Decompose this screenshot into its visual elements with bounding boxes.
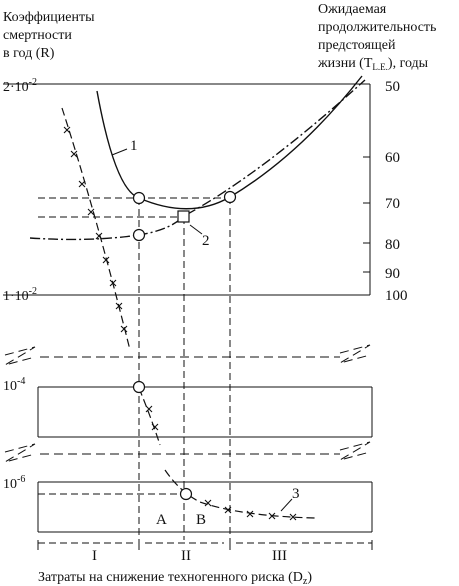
right-axis-title-line-4a: жизни (T (317, 56, 373, 71)
bottom-panel (37, 481, 373, 533)
right-axis-title-line-2: продолжительность (318, 20, 436, 35)
point-label-A: A (156, 512, 167, 528)
curve-3-point-B (179, 487, 193, 501)
curve-3-line-upper (61, 107, 131, 351)
right-axis-title: Ожидаемая продолжительность предстоящей … (317, 2, 440, 72)
cross-marker (151, 423, 159, 431)
right-axis-title-subscript: L.E. (372, 62, 388, 72)
left-axis-title-line-1: Коэффициенты (3, 10, 95, 25)
optimum-square-marker (177, 210, 190, 223)
axis-breaks (4, 344, 371, 463)
cross-marker (204, 499, 212, 507)
cross-marker (268, 512, 276, 520)
cross-marker (145, 405, 153, 413)
cross-marker (102, 256, 110, 264)
zone-braces (37, 540, 373, 550)
left-tick-1e-6: 10-6 (3, 474, 25, 492)
axis-break-left-1 (4, 346, 36, 366)
cross-marker (109, 279, 117, 287)
curve-2-leader (189, 224, 203, 235)
left-tick-1e-4-base: 10 (3, 379, 17, 394)
curve-1-leader (111, 148, 128, 156)
left-tick-1e-2: 1·10-2 (3, 286, 37, 304)
curve-2-line (29, 79, 366, 241)
point-label-B: B (196, 512, 206, 528)
left-tick-1e-2-exp: -2 (29, 286, 37, 297)
left-axis-title: Коэффициенты смертности в год (R) (3, 10, 98, 61)
top-panel (3, 83, 371, 296)
key-points (132, 190, 237, 501)
left-axis-title-line-3: в год (R) (3, 46, 55, 61)
cross-marker (70, 150, 78, 158)
x-axis-title-main: Затраты на снижение техногенного риска (… (38, 570, 303, 585)
cross-marker (87, 208, 95, 216)
right-tick-label-70: 70 (385, 196, 400, 212)
cross-marker (78, 180, 86, 188)
curve-3-markers (63, 126, 297, 521)
axis-break-right-2 (339, 441, 371, 461)
left-tick-2e-2-exp: -2 (29, 77, 37, 88)
x-axis-title-close: ) (307, 570, 312, 585)
curve-3-label: 3 (292, 486, 300, 502)
cross-marker (115, 302, 123, 310)
cross-marker (289, 513, 297, 521)
curve-1-line (96, 75, 363, 210)
guide-lines (38, 197, 231, 540)
curve-1-point-C (223, 190, 237, 204)
right-axis-title-line-1: Ожидаемая (318, 2, 387, 17)
curve-2-label: 2 (202, 233, 210, 249)
right-axis-ticks: 50 60 70 80 90 100 (363, 79, 408, 304)
left-axis-title-line-2: смертности (3, 28, 72, 43)
cross-marker (246, 510, 254, 518)
right-axis-title-line-3: предстоящей (318, 38, 396, 53)
curve-1-point-A (132, 191, 146, 205)
cross-marker (95, 232, 103, 240)
axis-break-left-2 (4, 443, 36, 463)
left-tick-1e-6-base: 10 (3, 477, 17, 492)
left-tick-1e-4: 10-4 (3, 376, 25, 394)
cross-marker (224, 506, 232, 514)
right-tick-label-90: 90 (385, 266, 400, 282)
curve-3-line-lower (164, 469, 316, 519)
x-axis-title: Затраты на снижение техногенного риска (… (38, 570, 312, 586)
right-tick-label-80: 80 (385, 237, 400, 253)
x-axis-title-subscript: z (303, 576, 308, 586)
left-tick-1e-4-exp: -4 (17, 376, 25, 387)
left-tick-1e-2-base: 1·10 (3, 289, 29, 304)
cross-marker (120, 325, 128, 333)
right-tick-label-60: 60 (385, 150, 400, 166)
curve-2-point-A (132, 228, 146, 242)
right-tick-label-100: 100 (385, 288, 408, 304)
left-axis-ticks: 2·10-2 1·10-2 10-4 10-6 (3, 77, 37, 492)
curve-1-label: 1 (130, 138, 138, 154)
zone-label-III: III (272, 548, 287, 564)
curve-3-leader (280, 498, 293, 512)
left-tick-2e-2: 2·10-2 (3, 77, 37, 95)
right-tick-label-50: 50 (385, 79, 400, 95)
left-tick-2e-2-base: 2·10 (3, 80, 29, 95)
curve-3-line-middle (138, 387, 161, 446)
cross-marker (63, 126, 71, 134)
middle-panel (37, 386, 373, 438)
left-tick-1e-6-exp: -6 (17, 474, 25, 485)
zone-label-I: I (92, 548, 97, 564)
right-axis-title-line-4b: ), годы (388, 56, 429, 71)
zone-label-II: II (181, 548, 191, 564)
curve-3-point-A (132, 380, 146, 394)
axis-break-right-1 (339, 344, 371, 364)
